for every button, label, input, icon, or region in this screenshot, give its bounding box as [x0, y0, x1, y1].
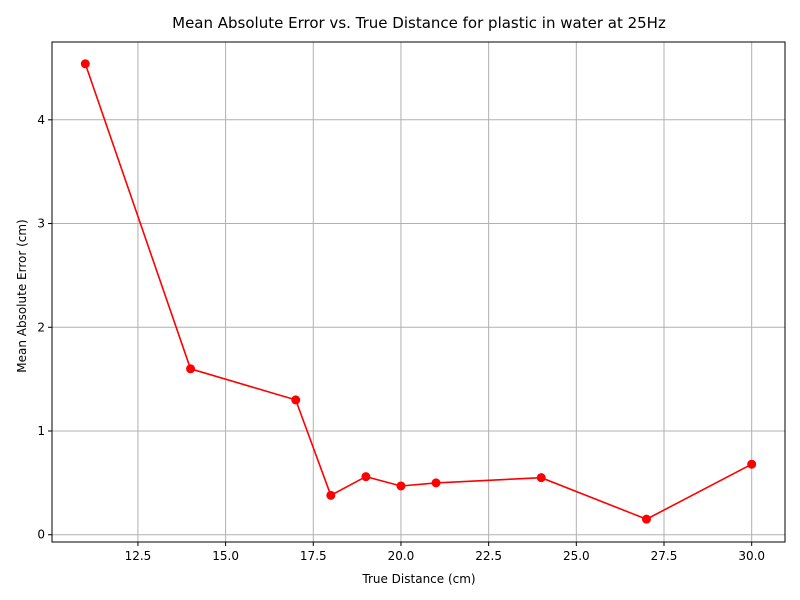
plot-frame [51, 41, 786, 543]
x-tick-label: 25.0 [563, 549, 590, 563]
data-point [291, 395, 301, 405]
x-tick-label: 20.0 [388, 549, 415, 563]
x-axis-ticks: 12.5 15.0 17.5 20.0 22.5 25.0 27.5 30.0 [125, 542, 765, 563]
y-axis-ticks: 0 1 2 3 4 [37, 113, 52, 542]
data-point [361, 472, 371, 482]
data-point [431, 478, 441, 488]
data-point [326, 490, 336, 500]
chart-title: Mean Absolute Error vs. True Distance fo… [172, 14, 666, 32]
data-point [396, 481, 406, 491]
series-layer [80, 59, 757, 524]
x-tick-label: 12.5 [125, 549, 152, 563]
x-tick-label: 17.5 [300, 549, 327, 563]
y-axis-label: Mean Absolute Error (cm) [15, 219, 29, 373]
x-tick-label: 30.0 [738, 549, 765, 563]
y-tick-label: 4 [37, 113, 45, 127]
data-point [747, 459, 757, 469]
y-tick-label: 2 [37, 320, 45, 334]
series-line [84, 63, 753, 521]
x-tick-label: 27.5 [651, 549, 678, 563]
data-point [186, 364, 196, 374]
data-point [80, 59, 90, 69]
grid-lines [52, 42, 785, 542]
data-point [536, 473, 546, 483]
y-tick-label: 0 [37, 528, 45, 542]
x-tick-label: 15.0 [212, 549, 239, 563]
y-tick-label: 3 [37, 217, 45, 231]
x-tick-label: 22.5 [475, 549, 502, 563]
y-tick-label: 1 [37, 424, 45, 438]
data-point [641, 514, 651, 524]
x-axis-label: True Distance (cm) [361, 572, 475, 586]
